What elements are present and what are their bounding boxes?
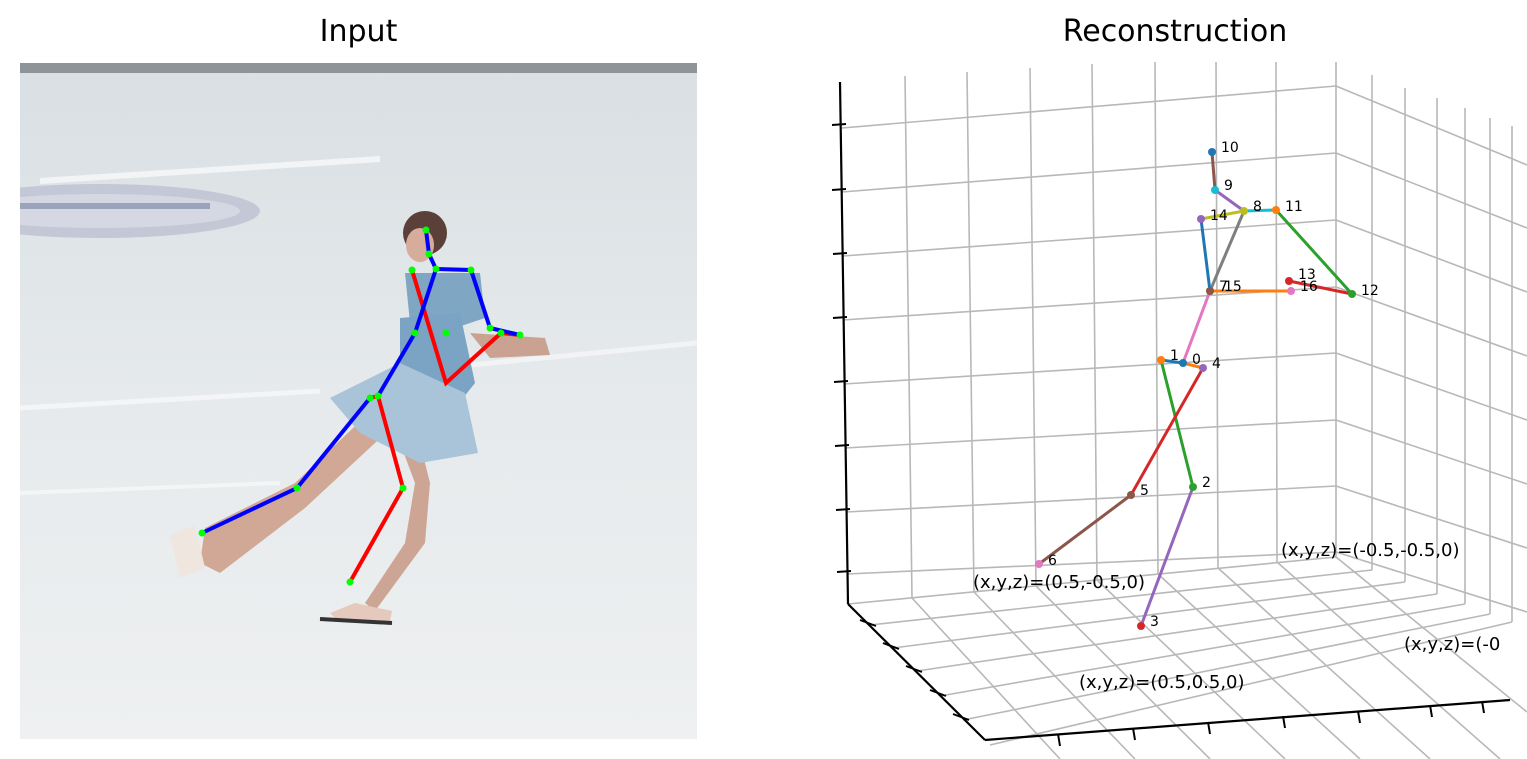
joint-label-15: 15 (1224, 279, 1242, 295)
joint-label-13: 13 (1298, 267, 1316, 283)
joint-label-12: 12 (1361, 283, 1379, 299)
ice-streak (439, 340, 698, 371)
joint-label-3: 3 (1150, 614, 1159, 630)
skeleton-2d-joints (198, 226, 524, 586)
joint-label-1: 1 (1170, 348, 1179, 364)
rink-logo-inner (0, 194, 240, 228)
grid-floor (847, 556, 1527, 759)
ice-streak (19, 481, 281, 495)
joint-label-8: 8 (1253, 199, 1262, 215)
grid-side-wall (1335, 75, 1527, 622)
corner-label-front-left: (x,y,z)=(0.5,-0.5,0) (973, 572, 1145, 593)
corner-label-right-clipped: (x,y,z)=(-0 (1404, 634, 1500, 655)
joint-label-5: 5 (1140, 483, 1149, 499)
input-image (0, 63, 698, 739)
joint-label-16: 16 (1300, 279, 1318, 295)
joint-label-7: 7 (1219, 279, 1228, 295)
axis-ticks (831, 123, 1485, 747)
skeleton-3d-bones (1037, 150, 1354, 628)
ice-streak (39, 156, 381, 184)
reconstruction-plot: 0 1 2 3 4 5 6 7 8 9 10 11 12 13 14 15 16… (820, 60, 1527, 759)
joint-label-14: 14 (1210, 208, 1228, 224)
rink-logo-text (20, 203, 210, 209)
input-panel-title: Input (319, 14, 398, 49)
corner-label-back-right: (x,y,z)=(-0.5,-0.5,0) (1281, 540, 1460, 561)
ice-streak (19, 388, 321, 411)
corner-label-front-bottom: (x,y,z)=(0.5,0.5,0) (1079, 672, 1245, 693)
joint-label-6: 6 (1048, 553, 1057, 569)
joint-label-0: 0 (1192, 352, 1201, 368)
corner-labels: (x,y,z)=(0.5,-0.5,0) (x,y,z)=(-0.5,-0.5,… (973, 540, 1500, 693)
reconstruction-panel-title: Reconstruction (1062, 14, 1288, 49)
joint-label-4: 4 (1212, 356, 1221, 372)
grid-back-wall (841, 61, 1337, 599)
reconstruction-3d-axes: 0 1 2 3 4 5 6 7 8 9 10 11 12 13 14 15 16… (831, 61, 1527, 759)
joint-label-2: 2 (1202, 475, 1211, 491)
rink-board-edge (20, 63, 697, 73)
input-photo-illustration (0, 63, 698, 739)
joint-labels: 0 1 2 3 4 5 6 7 8 9 10 11 12 13 14 15 16 (1048, 140, 1379, 630)
joint-label-9: 9 (1224, 178, 1233, 194)
joint-label-11: 11 (1285, 199, 1303, 215)
skeleton-3d-joints (1035, 148, 1356, 630)
skater-figure (170, 211, 550, 625)
joint-label-10: 10 (1221, 140, 1239, 156)
